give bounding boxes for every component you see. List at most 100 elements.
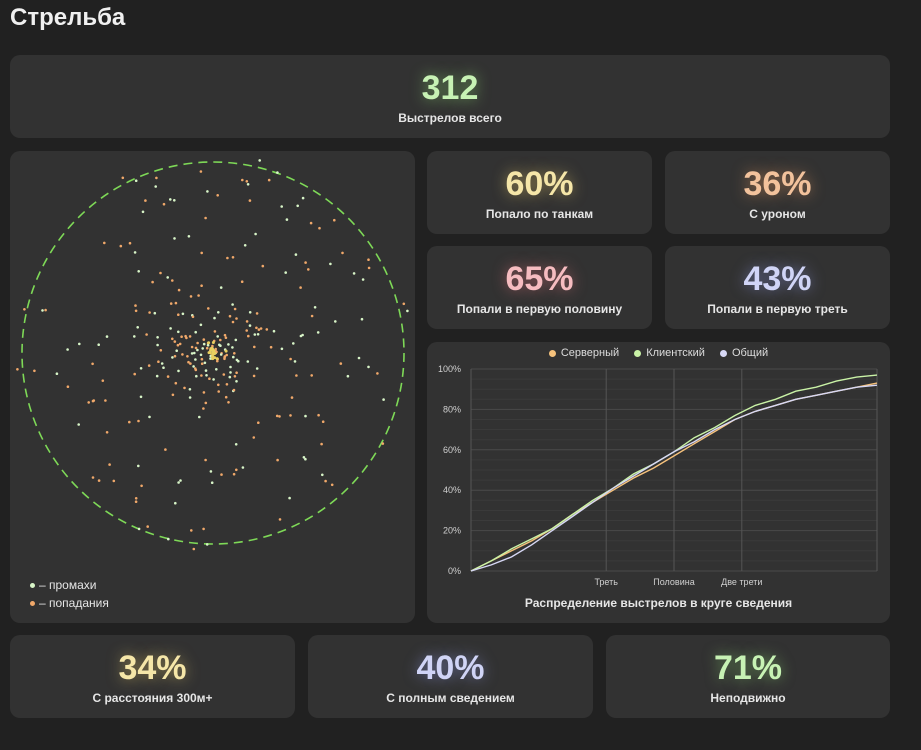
hit-dot: [310, 374, 314, 377]
hit-dot: [211, 341, 215, 344]
hit-dot: [207, 341, 211, 345]
full-aim-card: 40% С полным сведением: [308, 635, 593, 718]
hit-dot: [177, 288, 181, 292]
hit-dot: [261, 264, 265, 268]
hit-dot: [183, 386, 186, 390]
distribution-chart-card: Серверный Клиентский Общий 0% 20% 40% 60% 80…: [427, 342, 890, 623]
miss-dot: [361, 278, 365, 281]
miss-dot: [304, 414, 307, 418]
total-shots-label: Выстрелов всего: [398, 110, 502, 125]
shot-dots: [16, 159, 409, 551]
miss-dot: [153, 311, 157, 315]
miss-dot: [360, 317, 364, 321]
hit-dot: [134, 309, 138, 313]
page-title: Стрельба: [10, 4, 126, 31]
miss-dot: [232, 355, 235, 359]
hit-dot: [217, 390, 220, 393]
miss-dot: [188, 388, 192, 391]
miss-dot: [237, 359, 240, 363]
legend-item-server[interactable]: Серверный: [548, 347, 619, 359]
hit-dot: [227, 401, 230, 404]
hit-dot: [367, 266, 371, 270]
hit-dot: [190, 529, 193, 532]
miss-dot: [367, 365, 370, 369]
hit-dot: [200, 251, 203, 255]
hit-dot: [171, 337, 174, 341]
hit-dot: [169, 302, 173, 305]
damage-value: 36%: [743, 164, 812, 203]
legend-item-total[interactable]: Общий: [719, 347, 768, 359]
miss-dot: [141, 210, 145, 214]
hit-dot: [194, 367, 197, 370]
hit-dot: [207, 307, 210, 310]
miss-dot: [334, 320, 337, 323]
legend-miss: – промахи: [30, 578, 96, 592]
hit-dot: [159, 349, 163, 352]
hit-dot: [202, 338, 206, 341]
total-shots-value: 312: [421, 68, 479, 107]
miss-dot: [248, 324, 252, 327]
legend-hit-label: – попадания: [39, 596, 109, 610]
miss-dot: [137, 270, 140, 273]
miss-dot: [175, 349, 178, 352]
hit-dot: [128, 241, 132, 245]
miss-dot: [177, 369, 180, 373]
hit-dot: [119, 244, 123, 248]
miss-dot: [227, 343, 230, 346]
hit-dot: [207, 351, 211, 355]
hit-dot: [223, 333, 227, 337]
distance-label: С расстояния 300м+: [92, 690, 213, 705]
hit-dot: [204, 216, 207, 220]
hit-dot: [257, 421, 260, 425]
hit-dot: [211, 344, 214, 348]
hit-dot: [174, 301, 178, 305]
miss-dot: [136, 326, 139, 329]
hit-dot: [145, 333, 148, 336]
hit-dot: [215, 357, 219, 361]
legend-item-client[interactable]: Клиентский: [634, 347, 705, 359]
hit-dot: [173, 340, 177, 343]
miss-dot: [248, 311, 252, 314]
aim-circle: [21, 161, 405, 545]
miss-dot: [173, 199, 176, 202]
miss-dot: [228, 375, 232, 379]
hit-dot: [121, 176, 125, 180]
miss-dot: [155, 374, 159, 378]
hit-dot: [240, 280, 244, 283]
hit-dot: [148, 311, 151, 314]
hit-dot: [259, 327, 263, 330]
hit-dot: [134, 500, 138, 504]
hit-dot: [159, 271, 162, 275]
hit-dot: [197, 294, 200, 297]
miss-dot: [254, 232, 257, 236]
tanks-value: 60%: [505, 164, 574, 203]
full-aim-value: 40%: [416, 648, 485, 687]
hit-dot: [204, 401, 208, 405]
hit-dot: [44, 308, 47, 312]
hit-dot: [212, 349, 216, 353]
hit-dot: [108, 463, 111, 466]
distance-value: 34%: [118, 648, 187, 687]
hit-dot: [211, 353, 215, 357]
miss-dot: [148, 415, 151, 419]
hit-dot: [252, 436, 256, 439]
hit-dot: [228, 314, 232, 318]
hit-dot: [186, 355, 189, 358]
miss-dot: [253, 333, 257, 336]
hit-dot: [339, 362, 343, 365]
miss-dot: [217, 311, 220, 314]
miss-dot: [174, 501, 177, 505]
hit-dot: [231, 256, 235, 259]
miss-dot: [199, 353, 203, 357]
miss-dot: [193, 351, 196, 355]
hit-dot: [133, 372, 136, 376]
hit-dot: [220, 473, 223, 476]
miss-dot: [199, 323, 203, 327]
hit-dot: [134, 497, 138, 500]
y-tick-label: 100%: [438, 364, 461, 374]
miss-dot: [166, 276, 169, 279]
hit-dot: [192, 547, 196, 551]
miss-dot: [302, 456, 306, 459]
miss-dot: [280, 205, 284, 208]
miss-dot: [139, 367, 143, 370]
